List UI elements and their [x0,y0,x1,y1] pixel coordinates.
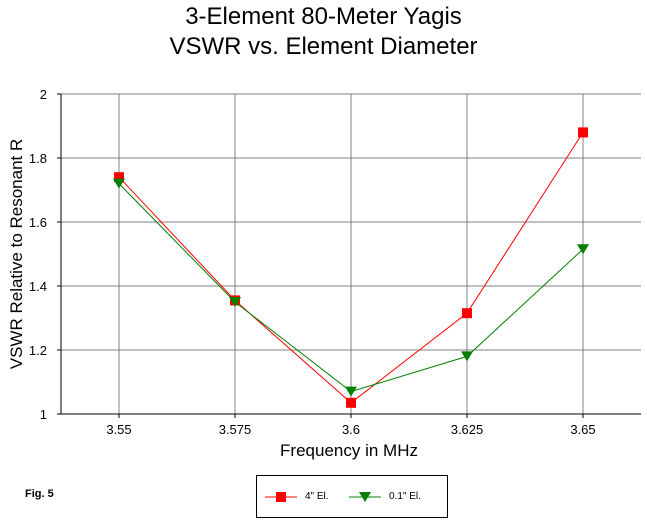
y-tick-label: 2 [40,87,47,102]
data-point-series-2 [577,244,589,255]
y-tick-label: 1.6 [29,215,47,230]
legend-swatch-series-2 [349,492,381,502]
x-axis-label: Frequency in MHz [280,441,418,460]
data-point-series-1 [462,308,472,319]
y-tick-label: 1.4 [29,279,47,294]
y-axis-label: VSWR Relative to Resonant R [7,139,26,370]
figure-label: Fig. 5 [25,488,54,500]
x-tick-label: 3.625 [451,422,484,437]
chart-title-line-1: 3-Element 80-Meter Yagis [185,3,462,30]
data-point-series-1 [346,397,356,408]
x-tick-label: 3.65 [570,422,595,437]
x-tick-label: 3.6 [342,422,360,437]
data-point-series-1 [578,127,588,138]
data-point-series-2 [229,297,241,307]
x-tick-label: 3.575 [219,422,252,437]
x-tick-label: 3.55 [106,422,131,437]
y-tick-label: 1 [40,407,47,422]
legend-label-series-1: 4" El. [305,491,329,502]
data-point-series-2 [345,386,357,397]
legend-label-series-2: 0.1" El. [389,491,421,502]
data-point-series-2 [461,351,473,362]
y-tick-label: 1.2 [29,343,47,358]
data-point-series-2 [113,178,125,189]
legend-swatch-series-1 [265,492,297,502]
data-point-series-1 [114,172,124,183]
y-tick-label: 1.8 [29,151,47,166]
chart-title-line-2: VSWR vs. Element Diameter [169,33,478,60]
legend: 4" El. 0.1" El. [256,475,448,518]
